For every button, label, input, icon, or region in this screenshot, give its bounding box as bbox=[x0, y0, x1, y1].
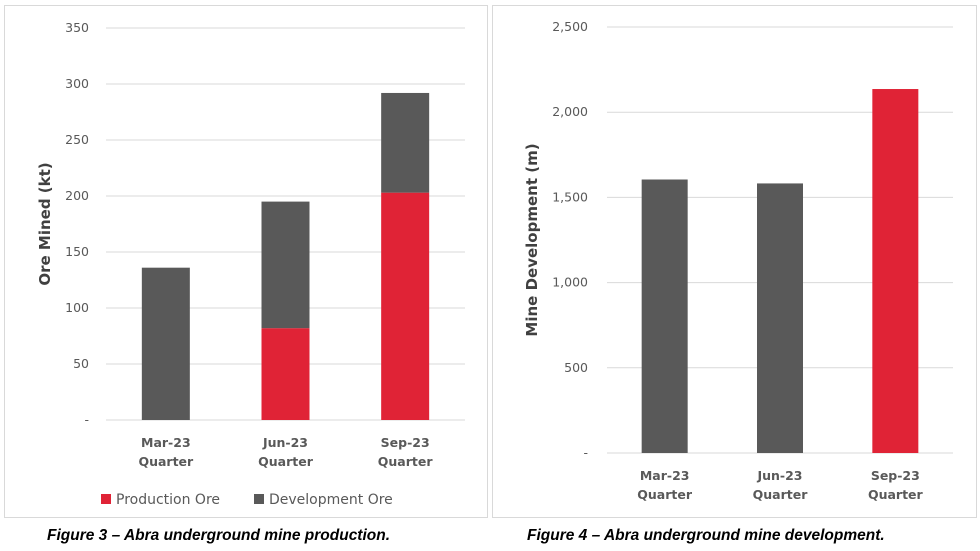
bar-mine-development bbox=[641, 179, 688, 453]
y-tick-label: - bbox=[583, 445, 588, 460]
y-axis-title: Ore Mined (kt) bbox=[36, 162, 54, 285]
x-tick-label: Quarter bbox=[138, 454, 194, 469]
legend-swatch-production-ore bbox=[101, 494, 111, 504]
mine-development-chart: - 500 1,000 1,500 2,000 2,500 Mine Development… bbox=[523, 19, 953, 502]
x-tick-label: Sep-23 bbox=[871, 468, 920, 483]
y-tick-label: 250 bbox=[65, 132, 89, 147]
x-tick-label: Quarter bbox=[637, 487, 693, 502]
x-tick-label: Quarter bbox=[868, 487, 924, 502]
x-tick-label: Sep-23 bbox=[381, 435, 430, 450]
x-tick-label: Mar-23 bbox=[640, 468, 690, 483]
figure-4-caption: Figure 4 – Abra underground mine develop… bbox=[527, 527, 885, 544]
bar-mine-development bbox=[872, 89, 919, 453]
x-tick-label: Jun-23 bbox=[756, 468, 802, 483]
y-tick-label: 2,500 bbox=[552, 19, 588, 34]
y-tick-label: 100 bbox=[65, 300, 89, 315]
ore-mined-chart-panel: - 50 100 150 200 250 300 350 Ore Mined (kt) Mar-2… bbox=[4, 5, 488, 518]
y-tick-label: 150 bbox=[65, 244, 89, 259]
y-tick-label: 1,500 bbox=[552, 189, 588, 204]
x-tick-label: Quarter bbox=[753, 487, 809, 502]
figure-3-caption: Figure 3 – Abra underground mine product… bbox=[47, 527, 391, 544]
ore-mined-chart: - 50 100 150 200 250 300 350 Ore Mined (kt) Mar-2… bbox=[36, 20, 465, 508]
y-tick-label: 1,000 bbox=[552, 275, 588, 290]
y-tick-label: 300 bbox=[65, 76, 89, 91]
bar-production-ore bbox=[261, 328, 310, 420]
bar-production-ore bbox=[381, 192, 430, 420]
y-tick-label: - bbox=[84, 412, 89, 427]
bar-development-ore bbox=[261, 201, 310, 329]
legend-label: Production Ore bbox=[116, 492, 220, 508]
y-tick-label: 350 bbox=[65, 20, 89, 35]
legend-label: Development Ore bbox=[269, 492, 393, 508]
y-tick-label: 200 bbox=[65, 188, 89, 203]
y-axis-title: Mine Development (m) bbox=[523, 143, 541, 336]
bar-development-ore bbox=[141, 267, 190, 420]
x-tick-label: Quarter bbox=[378, 454, 434, 469]
legend-swatch-development-ore bbox=[254, 494, 264, 504]
y-tick-label: 50 bbox=[73, 356, 89, 371]
x-tick-label: Mar-23 bbox=[141, 435, 191, 450]
x-tick-label: Quarter bbox=[258, 454, 314, 469]
bar-development-ore bbox=[381, 92, 430, 193]
y-tick-label: 2,000 bbox=[552, 104, 588, 119]
x-tick-label: Jun-23 bbox=[262, 435, 308, 450]
y-tick-label: 500 bbox=[564, 360, 588, 375]
bar-mine-development bbox=[757, 183, 803, 454]
mine-development-chart-panel: - 500 1,000 1,500 2,000 2,500 Mine Development… bbox=[492, 5, 977, 518]
